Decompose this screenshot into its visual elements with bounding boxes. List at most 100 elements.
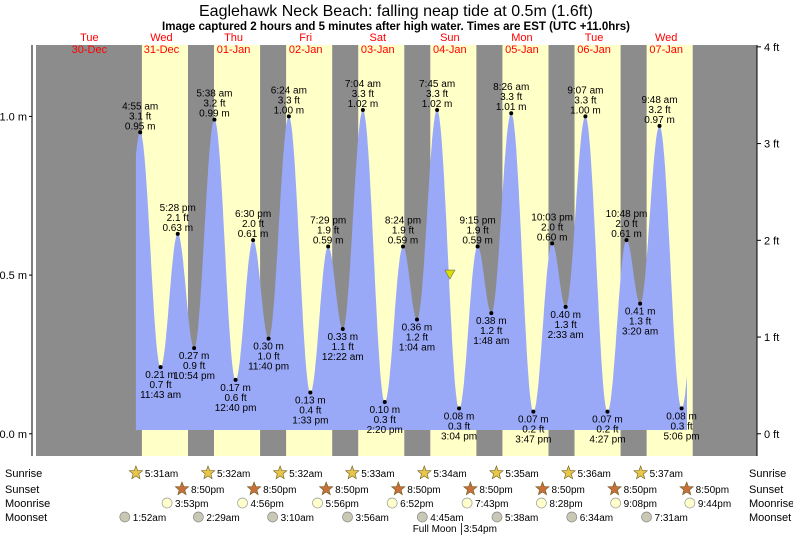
high-tide-time: 10:03 pm (531, 212, 573, 223)
low-tide-metres: 0.08 m (444, 411, 475, 422)
high-tide-metres: 0.63 m (162, 223, 193, 234)
low-tide-feet: 1.2 ft (480, 326, 502, 337)
sunset-row-label-left: Sunset (5, 484, 39, 496)
moonrise-time: 6:52pm (400, 499, 433, 510)
moonrise-icon (312, 497, 323, 509)
moonset-icon (641, 511, 652, 523)
moonrise-time: 3:53pm (175, 499, 208, 510)
low-tide-feet: 0.3 ft (670, 421, 692, 432)
sunrise-icon (344, 465, 360, 480)
y-right-tick-label: 4 ft (764, 42, 779, 54)
sunset-icon (607, 481, 623, 496)
sunrise-time: 5:37am (650, 469, 683, 480)
sunrise-icon (272, 465, 288, 480)
sunset-icon (462, 481, 478, 496)
moonrise-icon (237, 497, 248, 509)
high-tide-time: 9:07 am (567, 85, 603, 96)
low-tide-time: 1:04 am (399, 343, 435, 354)
high-tide-time: 6:30 pm (235, 209, 271, 220)
y-right-tick-label: 2 ft (764, 235, 779, 247)
high-tide-feet: 3.1 ft (129, 111, 151, 122)
y-right-tick-label: 0 ft (764, 429, 779, 441)
high-tide-point (251, 238, 256, 243)
low-tide-time: 1:33 pm (292, 416, 328, 427)
day-of-week-label: Mon (511, 32, 532, 44)
high-tide-metres: 0.95 m (125, 121, 156, 132)
high-tide-time: 8:24 pm (385, 216, 421, 227)
low-tide-feet: 0.2 ft (522, 425, 544, 436)
low-tide-metres: 0.36 m (402, 323, 433, 334)
sunset-time: 8:50pm (479, 485, 512, 496)
date-label: 31-Dec (144, 44, 180, 56)
high-tide-time: 7:29 pm (310, 216, 346, 227)
high-tide-feet: 3.3 ft (426, 89, 448, 100)
day-of-week-label: Tue (80, 32, 99, 44)
moonrise-icon (161, 497, 173, 509)
high-tide-time: 5:38 am (196, 89, 232, 100)
low-tide-time: 12:22 am (322, 352, 364, 363)
sunset-icon (246, 481, 262, 496)
high-tide-time: 10:48 pm (606, 209, 648, 220)
high-tide-metres: 1.00 m (274, 105, 305, 116)
date-label: 07-Jan (649, 44, 683, 56)
sunrise-row-label-right: Sunrise (749, 468, 786, 480)
low-tide-metres: 0.33 m (327, 332, 358, 343)
low-tide-metres: 0.13 m (295, 396, 326, 407)
high-tide-point (550, 241, 555, 246)
low-tide-point (531, 409, 536, 414)
moonrise-icon (684, 497, 696, 509)
low-tide-metres: 0.08 m (666, 411, 697, 422)
y-right-tick-label: 3 ft (764, 139, 779, 151)
low-tide-feet: 1.1 ft (332, 342, 354, 353)
sunset-time: 8:50pm (551, 485, 584, 496)
high-tide-point (475, 244, 480, 249)
moonset-time: 7:31am (655, 513, 688, 524)
day-of-week-label: Fri (299, 32, 312, 44)
sunrise-time: 5:32am (289, 469, 322, 480)
high-tide-point (400, 244, 405, 249)
high-tide-metres: 0.59 m (313, 236, 344, 247)
sunset-time: 8:50pm (407, 485, 440, 496)
moon-phase-label: Full Moon (413, 524, 457, 535)
sunset-time: 8:50pm (263, 485, 296, 496)
high-tide-point (435, 108, 440, 113)
sunrise-icon (128, 465, 144, 480)
moonset-row-label-left: Moonset (5, 512, 47, 524)
moonset-row-label-right: Moonset (749, 512, 791, 524)
moonset-icon (193, 511, 204, 523)
sunrise-time: 5:35am (505, 469, 538, 480)
low-tide-metres: 0.17 m (220, 383, 251, 394)
low-tide-metres: 0.38 m (476, 316, 507, 327)
low-tide-metres: 0.07 m (518, 415, 549, 426)
high-tide-point (138, 130, 143, 135)
low-tide-time: 3:20 am (622, 327, 658, 338)
high-tide-point (583, 114, 588, 119)
low-tide-feet: 1.0 ft (257, 352, 279, 363)
sunset-icon (534, 481, 550, 496)
moonset-icon (416, 511, 428, 523)
high-tide-feet: 1.9 ft (317, 226, 339, 237)
high-tide-feet: 3.3 ft (574, 95, 596, 106)
moonrise-time: 8:28pm (549, 499, 582, 510)
low-tide-feet: 0.7 ft (149, 380, 171, 391)
high-tide-metres: 0.97 m (644, 115, 675, 126)
date-label: 30-Dec (72, 44, 108, 56)
high-tide-metres: 1.00 m (570, 105, 601, 116)
sunrise-icon (561, 465, 577, 480)
moonrise-icon (610, 497, 622, 509)
moonset-time: 4:45am (430, 513, 463, 524)
day-of-week-label: Sun (440, 32, 460, 44)
low-tide-point (457, 406, 462, 411)
sunset-time: 8:50pm (696, 485, 729, 496)
y-right-tick-label: 1 ft (764, 332, 779, 344)
sunset-icon (318, 481, 334, 496)
high-tide-metres: 0.59 m (462, 236, 493, 247)
high-tide-feet: 1.9 ft (392, 226, 414, 237)
moonrise-row-label-left: Moonrise (5, 498, 50, 510)
moonrise-time: 5:56pm (326, 499, 359, 510)
chart-title: Eaglehawk Neck Beach: falling neap tide … (199, 3, 593, 20)
high-tide-time: 7:04 am (345, 79, 381, 90)
low-tide-point (266, 336, 271, 341)
high-tide-point (624, 238, 629, 243)
